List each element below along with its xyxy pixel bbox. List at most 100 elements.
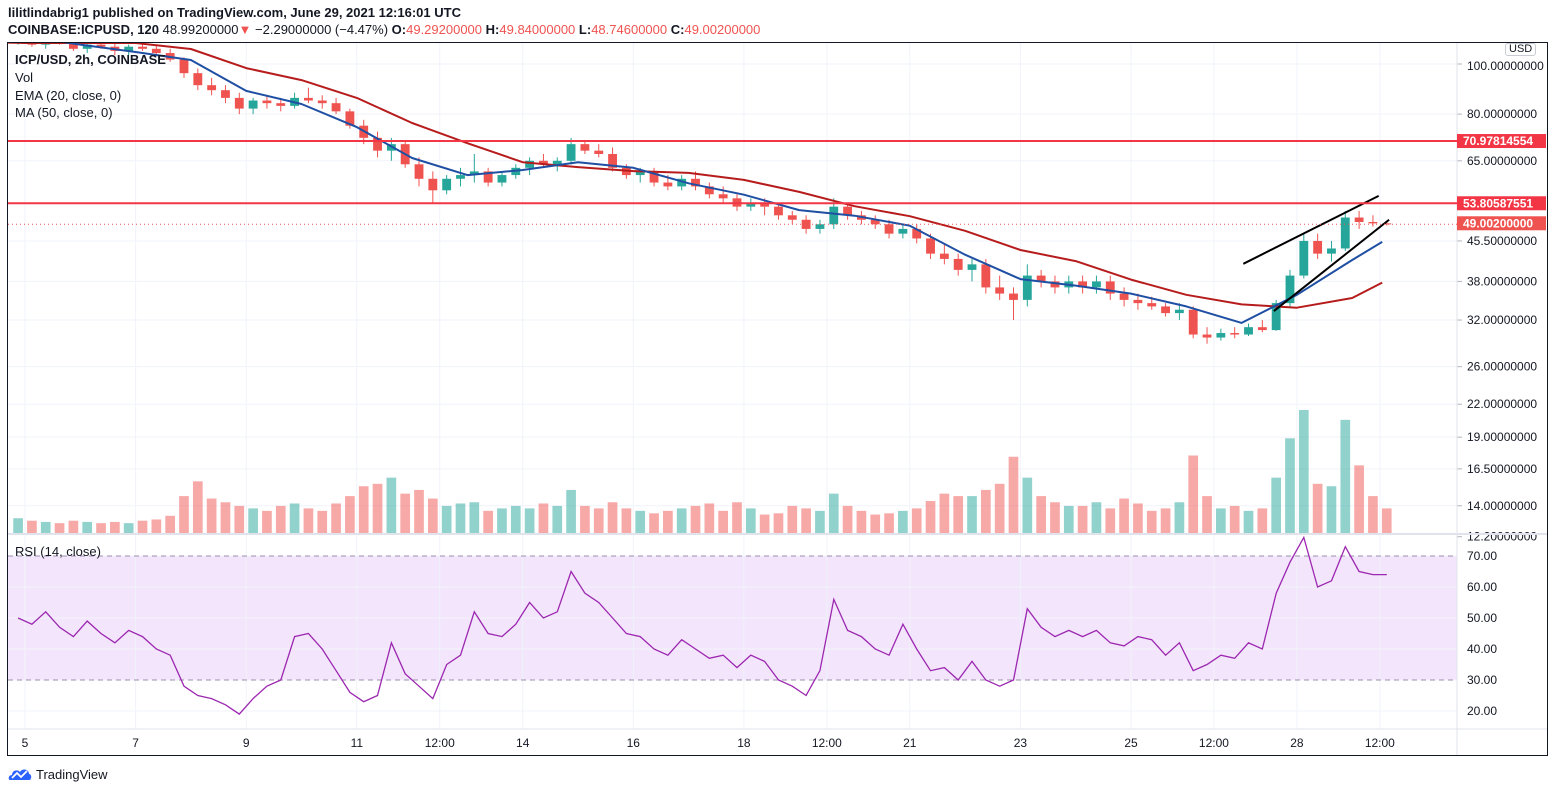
volume-bar — [967, 496, 977, 533]
candle-body — [926, 238, 935, 254]
candle-body — [331, 103, 341, 112]
volume-bar — [455, 503, 466, 533]
candle-body — [1216, 333, 1226, 338]
symbol-name: COINBASE:ICPUSD, 120 — [8, 22, 159, 37]
candle — [345, 108, 355, 129]
volume-bar — [1312, 483, 1323, 533]
chart-frame — [7, 42, 1548, 756]
candle-body — [746, 202, 756, 207]
volume-bar — [289, 503, 300, 533]
volume-bar — [1381, 508, 1392, 533]
price-tick-label: 16.50000000 — [1467, 462, 1537, 476]
volume-bar — [248, 508, 258, 533]
publish-info: lilitlindabrig1 published on TradingView… — [8, 5, 461, 20]
time-tick-label: 25 — [1124, 736, 1138, 750]
volume-bar — [1105, 508, 1116, 533]
high-value: 49.84000000 — [499, 22, 576, 37]
candle-body — [1202, 334, 1212, 338]
volume-bar — [1133, 503, 1143, 533]
time-tick-label: 18 — [737, 736, 751, 750]
price-tick-label: 80.00000000 — [1467, 107, 1537, 121]
candle-body — [82, 44, 92, 49]
candle — [469, 153, 479, 183]
level-price-tag — [1457, 134, 1546, 149]
volume-bar — [1298, 410, 1309, 533]
candle-body — [608, 153, 617, 168]
volume-bar — [621, 508, 632, 533]
candle — [815, 219, 825, 234]
candle-body — [497, 175, 507, 183]
candle — [483, 167, 493, 187]
last-price-label: 49.00200000 — [1463, 216, 1533, 230]
candle — [1257, 320, 1267, 333]
candle — [1105, 275, 1115, 300]
candle-body — [691, 178, 700, 187]
ma50-line — [8, 43, 1383, 309]
level-price-label: 70.97814554 — [1463, 134, 1533, 148]
candle-body — [193, 73, 203, 86]
volume-bar — [1271, 477, 1282, 533]
candle-body — [704, 186, 714, 195]
rsi-tick-label: 50.00 — [1467, 611, 1497, 625]
candle-body — [1105, 281, 1115, 294]
tradingview-cloud-icon — [8, 769, 32, 780]
volume-bar — [497, 508, 507, 533]
price-tick-label: 32.00000000 — [1467, 313, 1537, 327]
candle — [539, 153, 548, 168]
volume-bar — [234, 505, 245, 533]
volume-bar — [1229, 505, 1240, 533]
last-price-tag — [1457, 216, 1546, 231]
volume-bar — [206, 498, 217, 533]
rsi-tick-label: 60.00 — [1467, 580, 1497, 594]
volume-bar — [980, 489, 991, 533]
candle — [317, 95, 327, 109]
time-tick-label: 12:00 — [1365, 736, 1395, 750]
candle — [704, 182, 714, 199]
candle-body — [276, 103, 286, 106]
time-tick-label: 5 — [22, 736, 29, 750]
candle-body — [870, 219, 880, 225]
price-change: −2.29000000 (−4.47%) — [255, 22, 389, 37]
volume-bar — [345, 496, 355, 533]
candle-body — [469, 171, 479, 176]
candle-body — [68, 43, 78, 49]
candle — [456, 167, 465, 187]
candle-body — [580, 144, 590, 151]
price-tick-label: 100.00000000 — [1467, 59, 1544, 73]
volume-bar — [400, 493, 411, 533]
volume-bar — [898, 510, 908, 533]
candle-body — [317, 100, 327, 104]
rsi-line — [17, 535, 1387, 715]
volume-bar — [649, 513, 659, 533]
candle — [926, 233, 935, 259]
volume-bar — [13, 518, 23, 533]
volume-bar — [787, 505, 798, 533]
candle-body — [649, 171, 659, 183]
candle — [1244, 323, 1253, 337]
candle-body — [677, 178, 687, 187]
volume-bar — [1326, 486, 1337, 533]
volume-bar — [1077, 505, 1088, 533]
volume-bar — [137, 520, 148, 533]
volume-bar — [1063, 505, 1074, 533]
candle — [248, 97, 258, 115]
candle — [262, 95, 272, 109]
candle — [1161, 303, 1170, 317]
candle — [1119, 287, 1129, 307]
candle-body — [1050, 281, 1060, 288]
candle — [1327, 240, 1336, 262]
currency-badge[interactable]: USD — [1505, 43, 1537, 56]
candle — [179, 57, 189, 78]
candle-body — [953, 258, 963, 270]
volume-bar — [1340, 419, 1351, 533]
candle-body — [760, 202, 770, 207]
candle-body — [594, 150, 604, 154]
volume-bar — [1008, 456, 1019, 533]
candle-body — [815, 224, 825, 229]
candle — [1174, 303, 1184, 321]
candle-body — [1036, 275, 1046, 282]
volume-bar — [538, 503, 549, 533]
candle — [221, 85, 230, 104]
volume-bar — [759, 514, 770, 533]
